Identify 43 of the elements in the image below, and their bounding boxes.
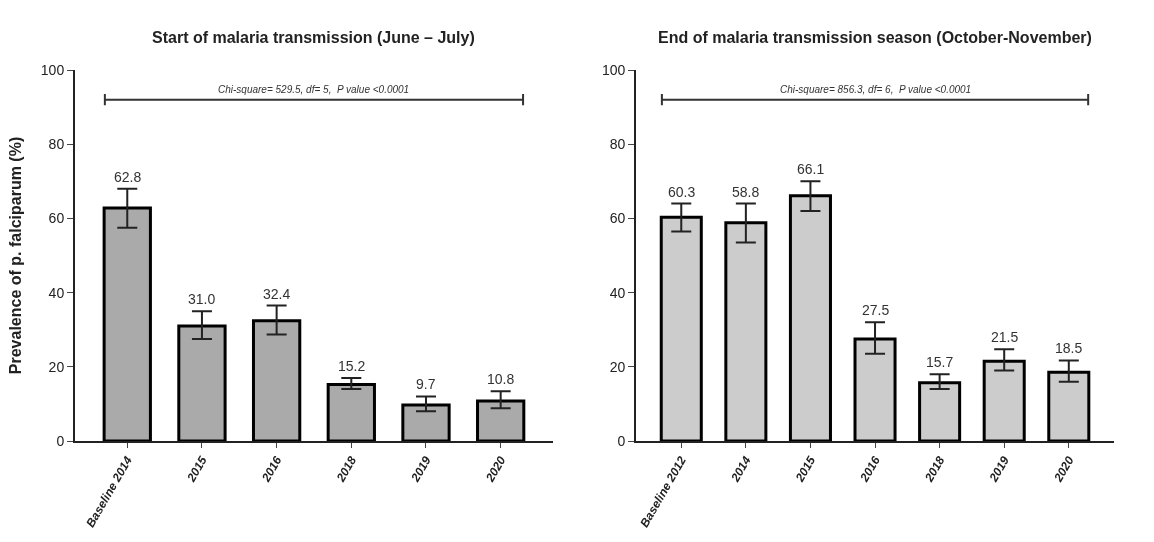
bar: [326, 383, 376, 441]
y-tick-label: 0: [56, 432, 65, 449]
y-tick-label: 100: [40, 61, 65, 78]
y-tick-label: 0: [617, 432, 626, 449]
y-tick-label: 100: [601, 61, 626, 78]
data-label: 66.1: [797, 161, 825, 177]
annotation: Chi-square= 856.3, df= 6, P value <0.0001: [780, 84, 972, 95]
data-label: 18.5: [1055, 340, 1083, 356]
chart-title: Start of malaria transmission (June – July): [152, 29, 475, 46]
data-label: 15.2: [338, 358, 366, 374]
bar: [177, 324, 227, 441]
bar: [251, 319, 302, 441]
data-label: 15.7: [926, 354, 954, 370]
bar: [918, 381, 962, 441]
chart-title: End of malaria transmission season (October-November): [658, 29, 1092, 46]
y-tick-label: 20: [609, 358, 626, 375]
y-tick-label: 60: [48, 210, 65, 227]
data-label: 21.5: [991, 329, 1019, 345]
bar: [659, 215, 703, 441]
data-label: 60.3: [668, 184, 696, 200]
bar: [788, 194, 832, 441]
bar: [724, 221, 768, 441]
bar: [102, 206, 152, 441]
data-label: 58.8: [732, 184, 760, 200]
y-tick-label: 60: [609, 210, 626, 227]
data-label: 9.7: [416, 376, 436, 392]
data-label: 32.4: [263, 286, 291, 302]
y-tick-label: 80: [609, 136, 626, 153]
bar: [982, 359, 1026, 441]
annotation: Chi-square= 529.5, df= 5, P value <0.0001: [218, 84, 410, 95]
y-tick-label: 40: [609, 284, 626, 301]
bar: [1047, 370, 1091, 441]
bar: [401, 403, 451, 441]
bar: [853, 337, 897, 441]
y-axis-title: Prevalence of p. falciparum (%): [7, 136, 25, 375]
data-label: 27.5: [862, 302, 890, 318]
y-tick-label: 80: [48, 136, 65, 153]
data-label: 31.0: [188, 291, 216, 307]
bar: [476, 399, 526, 441]
y-tick-label: 20: [48, 358, 65, 375]
data-label: 10.8: [487, 371, 515, 387]
data-label: 62.8: [114, 169, 142, 185]
y-tick-label: 40: [48, 284, 65, 301]
